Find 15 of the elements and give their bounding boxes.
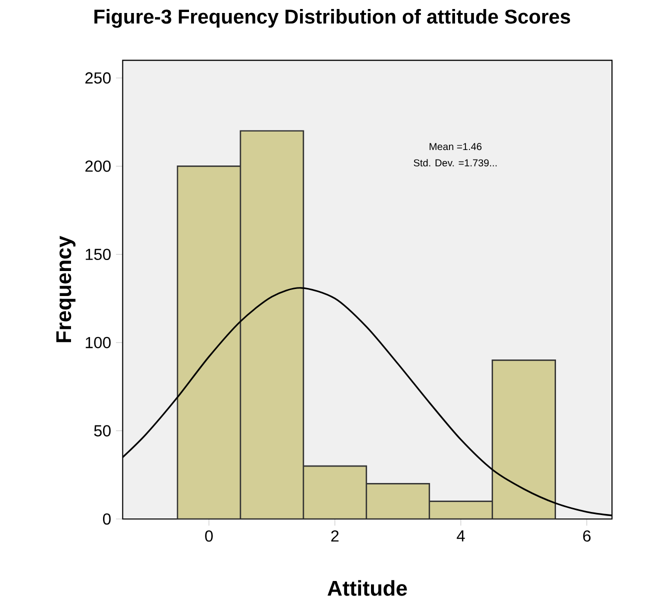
annotation: Std. Dev. =1.739... xyxy=(414,159,497,166)
y-tick-label: 100 xyxy=(86,336,111,348)
x-tick-label: 6 xyxy=(583,530,591,542)
y-tick-label: 150 xyxy=(86,248,111,260)
y-axis-title: Frequency xyxy=(56,236,76,342)
annotation: Mean =1.46 xyxy=(430,143,482,150)
y-tick-label: 250 xyxy=(85,72,111,84)
y-tick-label: 0 xyxy=(103,513,111,525)
x-axis-title: Attitude xyxy=(328,580,407,596)
x-tick-label: 0 xyxy=(205,530,213,542)
x-tick-label: 2 xyxy=(331,530,339,542)
y-tick-label: 200 xyxy=(85,160,111,172)
x-tick-label: 4 xyxy=(456,530,465,542)
chart-title: Figure-3 Frequency Distribution of attitude Scores xyxy=(94,9,570,28)
y-tick-label: 50 xyxy=(94,425,111,436)
